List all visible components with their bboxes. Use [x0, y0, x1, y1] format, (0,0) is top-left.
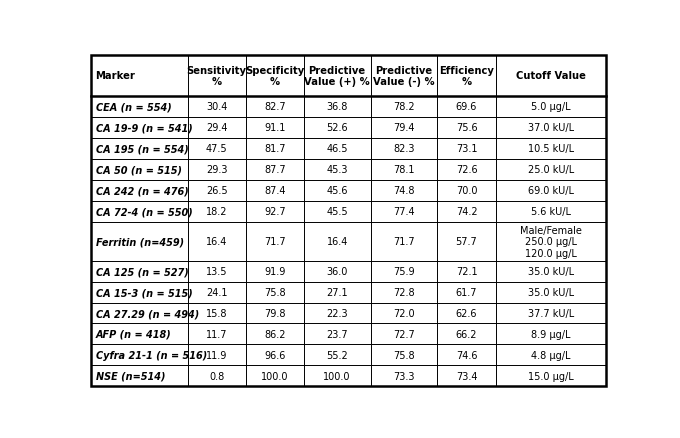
Text: 26.5: 26.5 — [206, 186, 227, 196]
Text: 74.2: 74.2 — [456, 207, 477, 217]
Text: 4.8 μg/L: 4.8 μg/L — [531, 350, 571, 360]
Text: 11.7: 11.7 — [206, 329, 227, 339]
Text: 72.1: 72.1 — [456, 266, 477, 276]
Text: 71.7: 71.7 — [264, 237, 286, 247]
Text: 75.8: 75.8 — [393, 350, 415, 360]
Text: 91.9: 91.9 — [264, 266, 286, 276]
Text: 16.4: 16.4 — [326, 237, 348, 247]
Text: 74.6: 74.6 — [456, 350, 477, 360]
Text: 36.8: 36.8 — [326, 102, 348, 112]
Text: 37.0 kU/L: 37.0 kU/L — [528, 123, 574, 133]
Text: Efficiency
%: Efficiency % — [439, 66, 494, 87]
Text: 16.4: 16.4 — [206, 237, 227, 247]
Text: 100.0: 100.0 — [261, 371, 288, 381]
Text: CA 195 (n = 554): CA 195 (n = 554) — [95, 144, 188, 154]
Text: 0.8: 0.8 — [209, 371, 224, 381]
Text: 66.2: 66.2 — [456, 329, 477, 339]
Text: CA 27.29 (n = 494): CA 27.29 (n = 494) — [95, 308, 199, 318]
Text: 45.5: 45.5 — [326, 207, 348, 217]
Text: 62.6: 62.6 — [456, 308, 477, 318]
Text: 5.6 kU/L: 5.6 kU/L — [530, 207, 571, 217]
Text: 22.3: 22.3 — [326, 308, 348, 318]
Text: 13.5: 13.5 — [206, 266, 227, 276]
Text: 10.5 kU/L: 10.5 kU/L — [528, 144, 574, 154]
Text: 86.2: 86.2 — [264, 329, 286, 339]
Text: 69.0 kU/L: 69.0 kU/L — [528, 186, 574, 196]
Text: 77.4: 77.4 — [393, 207, 415, 217]
Text: 73.3: 73.3 — [393, 371, 415, 381]
Text: Marker: Marker — [95, 71, 135, 81]
Text: 79.8: 79.8 — [264, 308, 286, 318]
Text: 74.8: 74.8 — [393, 186, 415, 196]
Text: CA 242 (n = 476): CA 242 (n = 476) — [95, 186, 188, 196]
Text: 78.2: 78.2 — [393, 102, 415, 112]
Text: 55.2: 55.2 — [326, 350, 348, 360]
Text: 37.7 kU/L: 37.7 kU/L — [528, 308, 574, 318]
Text: 11.9: 11.9 — [206, 350, 227, 360]
Text: Cyfra 21-1 (n = 516): Cyfra 21-1 (n = 516) — [95, 350, 207, 360]
Text: 81.7: 81.7 — [264, 144, 286, 154]
Text: 78.1: 78.1 — [393, 165, 415, 175]
Text: 57.7: 57.7 — [456, 237, 477, 247]
Text: 15.0 μg/L: 15.0 μg/L — [528, 371, 573, 381]
Text: CEA (n = 554): CEA (n = 554) — [95, 102, 171, 112]
Text: 72.8: 72.8 — [393, 287, 415, 297]
Text: Sensitivity
%: Sensitivity % — [186, 66, 247, 87]
Text: 35.0 kU/L: 35.0 kU/L — [528, 266, 574, 276]
Text: 52.6: 52.6 — [326, 123, 348, 133]
Text: Cutoff Value: Cutoff Value — [515, 71, 585, 81]
Text: 75.6: 75.6 — [456, 123, 477, 133]
Text: 35.0 kU/L: 35.0 kU/L — [528, 287, 574, 297]
Text: 45.6: 45.6 — [326, 186, 348, 196]
Text: 100.0: 100.0 — [324, 371, 351, 381]
Text: CA 15-3 (n = 515): CA 15-3 (n = 515) — [95, 287, 192, 297]
Text: 47.5: 47.5 — [206, 144, 227, 154]
Text: 79.4: 79.4 — [393, 123, 415, 133]
Text: 29.4: 29.4 — [206, 123, 227, 133]
Text: 75.8: 75.8 — [264, 287, 286, 297]
Text: Specificity
%: Specificity % — [245, 66, 305, 87]
Text: 30.4: 30.4 — [206, 102, 227, 112]
Text: CA 72-4 (n = 550): CA 72-4 (n = 550) — [95, 207, 192, 217]
Text: Male/Female
250.0 μg/L
120.0 μg/L: Male/Female 250.0 μg/L 120.0 μg/L — [520, 225, 581, 258]
Text: 29.3: 29.3 — [206, 165, 227, 175]
Text: Ferritin (n=459): Ferritin (n=459) — [95, 237, 184, 247]
Text: Predictive
Value (+) %: Predictive Value (+) % — [305, 66, 370, 87]
Text: 72.6: 72.6 — [456, 165, 477, 175]
Text: 73.4: 73.4 — [456, 371, 477, 381]
Text: CA 19-9 (n = 541): CA 19-9 (n = 541) — [95, 123, 192, 133]
Text: 82.3: 82.3 — [393, 144, 415, 154]
Text: 24.1: 24.1 — [206, 287, 227, 297]
Text: AFP (n = 418): AFP (n = 418) — [95, 329, 171, 339]
Text: 71.7: 71.7 — [393, 237, 415, 247]
Text: Predictive
Value (-) %: Predictive Value (-) % — [373, 66, 435, 87]
Text: NSE (n=514): NSE (n=514) — [95, 371, 165, 381]
Text: 45.3: 45.3 — [326, 165, 348, 175]
Text: 96.6: 96.6 — [264, 350, 286, 360]
Text: 82.7: 82.7 — [264, 102, 286, 112]
Text: 15.8: 15.8 — [206, 308, 227, 318]
Text: CA 125 (n = 527): CA 125 (n = 527) — [95, 266, 188, 276]
Text: 25.0 kU/L: 25.0 kU/L — [528, 165, 574, 175]
Text: 72.0: 72.0 — [393, 308, 415, 318]
Text: 5.0 μg/L: 5.0 μg/L — [531, 102, 571, 112]
Text: 73.1: 73.1 — [456, 144, 477, 154]
Text: 75.9: 75.9 — [393, 266, 415, 276]
Text: 69.6: 69.6 — [456, 102, 477, 112]
Text: 91.1: 91.1 — [264, 123, 286, 133]
Text: 8.9 μg/L: 8.9 μg/L — [531, 329, 571, 339]
Text: 72.7: 72.7 — [393, 329, 415, 339]
Text: 36.0: 36.0 — [326, 266, 348, 276]
Text: 61.7: 61.7 — [456, 287, 477, 297]
Text: 87.4: 87.4 — [264, 186, 286, 196]
Text: 46.5: 46.5 — [326, 144, 348, 154]
Text: 27.1: 27.1 — [326, 287, 348, 297]
Text: 18.2: 18.2 — [206, 207, 227, 217]
Text: CA 50 (n = 515): CA 50 (n = 515) — [95, 165, 182, 175]
Text: 87.7: 87.7 — [264, 165, 286, 175]
Text: 92.7: 92.7 — [264, 207, 286, 217]
Text: 70.0: 70.0 — [456, 186, 477, 196]
Text: 23.7: 23.7 — [326, 329, 348, 339]
